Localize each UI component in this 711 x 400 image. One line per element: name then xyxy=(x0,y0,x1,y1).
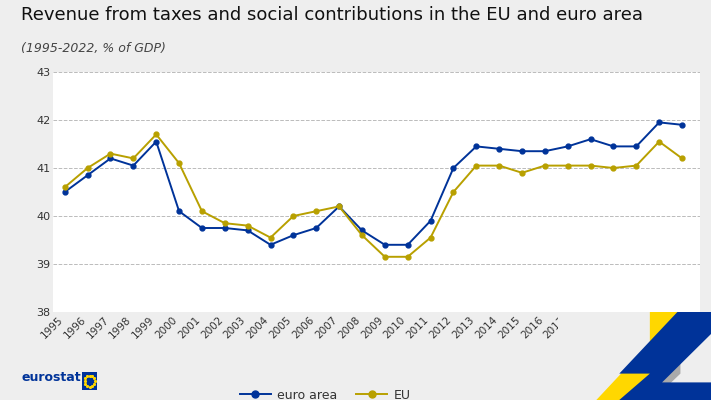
Text: (1995-2022, % of GDP): (1995-2022, % of GDP) xyxy=(21,42,166,55)
Polygon shape xyxy=(622,352,680,400)
Polygon shape xyxy=(619,312,711,400)
Text: Revenue from taxes and social contributions in the EU and euro area: Revenue from taxes and social contributi… xyxy=(21,6,643,24)
Legend: euro area, EU: euro area, EU xyxy=(235,384,415,400)
Text: eurostat: eurostat xyxy=(21,371,81,384)
Polygon shape xyxy=(574,312,680,400)
